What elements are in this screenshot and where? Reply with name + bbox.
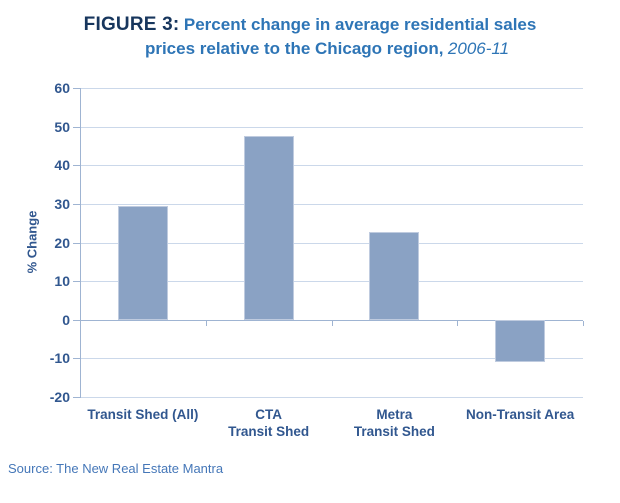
x-axis-category-label-line: Metra (376, 407, 413, 422)
bar-cta-transit-shed (243, 136, 294, 320)
x-axis-tick-mark (80, 320, 81, 326)
bar-metra-transit-shed (369, 232, 420, 320)
x-axis-category-label-line: CTA (255, 407, 282, 422)
gridline (80, 397, 583, 398)
y-axis-tick-label: 40 (54, 157, 70, 174)
y-axis-tick-label: -20 (49, 389, 70, 405)
x-axis-category-label-line: Non-Transit Area (465, 407, 575, 422)
gridline (80, 242, 583, 244)
gridline (80, 281, 583, 283)
gridline (80, 358, 583, 360)
x-axis-tick-mark (331, 320, 333, 326)
y-axis-tick-label: 60 (54, 80, 70, 96)
figure-title-line1: FIGURE 3: Percent change in average resi… (0, 13, 620, 37)
figure-title-line2: prices relative to the Chicago region, 2… (34, 37, 620, 61)
x-axis-category-label-line: Transit Shed (All) (87, 407, 199, 422)
figure-number-label: FIGURE 3: (83, 14, 180, 35)
bar-non-transit-area (495, 319, 546, 363)
y-axis-tick-label: 50 (54, 118, 70, 135)
y-axis-tick-label: -10 (49, 350, 70, 367)
y-axis-tick-mark (73, 358, 81, 360)
figure-title: FIGURE 3: Percent change in average resi… (0, 13, 620, 61)
x-axis-category-label: Metra Transit Shed (324, 406, 464, 440)
gridline (80, 165, 583, 167)
y-axis-tick-label: 30 (54, 195, 70, 212)
gridline (80, 88, 583, 89)
x-axis-category-label: CTA Transit Shed (199, 406, 339, 440)
y-axis-tick-mark (73, 203, 81, 205)
x-axis-tick-mark (583, 320, 584, 326)
y-axis-tick-label: 20 (54, 234, 70, 251)
figure-title-date-range: 2006-11 (447, 39, 510, 58)
x-axis-category-label: Transit Shed (All) (73, 406, 213, 423)
figure-title-text-line2: prices relative to the Chicago region, (144, 39, 444, 58)
figure-title-text-line1: Percent change in average residential sa… (183, 15, 537, 34)
source-note: Source: The New Real Estate Mantra (8, 461, 224, 476)
y-axis-line (80, 88, 81, 398)
y-axis-tick-mark (73, 397, 81, 398)
x-axis-tick-mark (457, 320, 459, 326)
y-axis-tick-mark (73, 88, 81, 89)
y-axis-tick-mark (73, 165, 81, 167)
category-axis-line (80, 319, 583, 321)
y-axis-tick-label: 10 (54, 273, 70, 290)
y-axis-tick-mark (73, 281, 81, 283)
y-axis-tick-mark (73, 242, 81, 244)
bar-transit-shed-all- (117, 205, 168, 320)
y-axis-tick-mark (73, 126, 81, 128)
gridline (80, 126, 583, 128)
x-axis-category-label: Non-Transit Area (450, 406, 590, 423)
x-axis-tick-mark (205, 320, 207, 326)
x-axis-category-label-line: Transit Shed (353, 424, 435, 439)
y-axis-tick-label: 0 (62, 311, 70, 328)
x-axis-category-label-line: Transit Shed (228, 424, 310, 439)
gridline (80, 203, 583, 205)
y-axis-tick-mark (73, 319, 81, 321)
